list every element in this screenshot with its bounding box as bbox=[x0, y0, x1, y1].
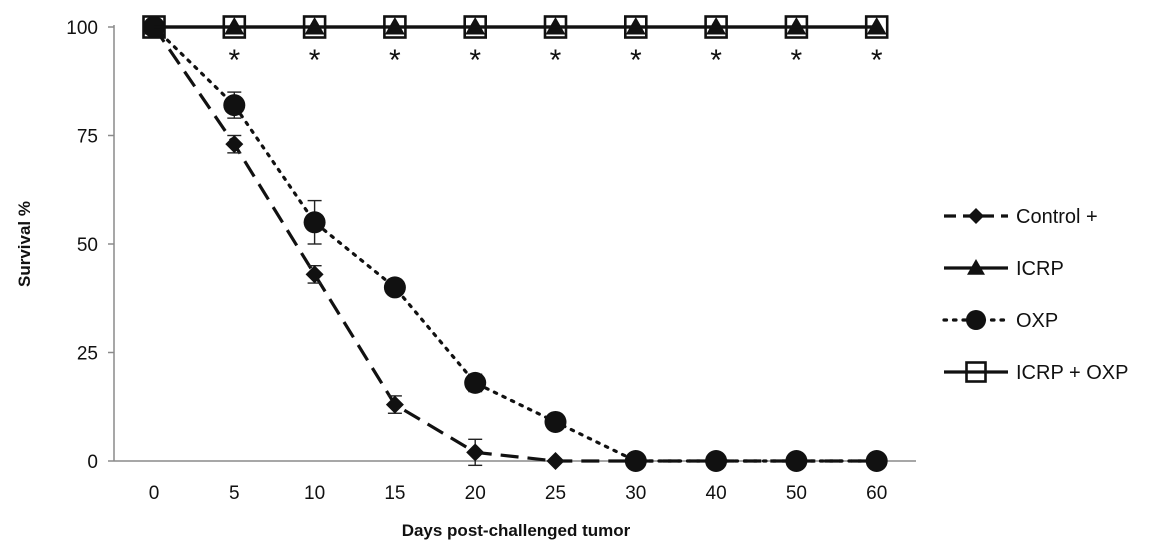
significance-star: * bbox=[871, 44, 883, 77]
legend-label: ICRP + OXP bbox=[1016, 362, 1128, 384]
y-tick-label: 50 bbox=[77, 235, 98, 256]
significance-star: * bbox=[550, 44, 562, 77]
x-tick-label: 20 bbox=[465, 483, 486, 504]
x-tick-label: 10 bbox=[304, 483, 325, 504]
x-tick-label: 5 bbox=[229, 483, 240, 504]
x-axis-title: Days post-challenged tumor bbox=[402, 521, 631, 540]
data-point-square-open bbox=[543, 15, 568, 39]
data-point-square-open bbox=[623, 15, 648, 39]
significance-markers: * * * * * * * * * bbox=[228, 44, 882, 77]
data-point-diamond bbox=[466, 443, 485, 462]
significance-star: * bbox=[309, 44, 321, 77]
legend: Control + ICRP OXP ICRP + OXP bbox=[942, 206, 1128, 384]
data-point-circle bbox=[303, 211, 326, 234]
y-tick-label: 100 bbox=[66, 18, 98, 39]
y-tick-label: 0 bbox=[87, 452, 98, 473]
series-line-oxp bbox=[152, 25, 879, 463]
series-group bbox=[142, 15, 889, 472]
data-point-circle bbox=[865, 450, 888, 472]
data-point-diamond bbox=[225, 135, 244, 154]
x-tick-label: 15 bbox=[384, 483, 405, 504]
data-point-square-open bbox=[864, 15, 889, 39]
legend-label: Control + bbox=[1016, 206, 1098, 228]
y-axis-title: Survival % bbox=[15, 201, 34, 287]
axes: 0 25 50 75 100 0 5 10 15 20 25 30 40 50 60 bbox=[66, 18, 916, 504]
significance-star: * bbox=[228, 44, 240, 77]
x-tick-label: 25 bbox=[545, 483, 566, 504]
legend-marker-diamond bbox=[968, 208, 984, 224]
legend-marker-square-open bbox=[965, 361, 987, 383]
legend-marker-circle bbox=[966, 310, 986, 330]
legend-marker-triangle bbox=[967, 259, 985, 275]
data-point-square-open bbox=[463, 15, 488, 39]
data-point-circle bbox=[785, 450, 808, 472]
significance-star: * bbox=[710, 44, 722, 77]
data-point-diamond bbox=[385, 395, 404, 414]
data-point-square-open bbox=[142, 15, 166, 39]
significance-star: * bbox=[630, 44, 642, 77]
significance-star: * bbox=[469, 44, 481, 77]
x-tick-label: 60 bbox=[866, 483, 887, 504]
data-point-square-open bbox=[383, 15, 407, 39]
x-tick-label: 0 bbox=[149, 483, 160, 504]
data-point-square-open bbox=[222, 15, 247, 39]
significance-star: * bbox=[791, 44, 803, 77]
data-point-square-open bbox=[784, 15, 809, 39]
data-point-square-open bbox=[704, 15, 728, 39]
data-point-circle bbox=[544, 410, 567, 433]
data-point-circle bbox=[464, 371, 487, 394]
x-tick-label: 50 bbox=[786, 483, 807, 504]
data-point-circle bbox=[383, 276, 406, 299]
data-point-diamond bbox=[546, 452, 565, 470]
data-point-circle bbox=[705, 450, 728, 472]
y-tick-label: 25 bbox=[77, 344, 98, 365]
y-tick-label: 75 bbox=[77, 127, 98, 148]
legend-label: ICRP bbox=[1016, 258, 1064, 280]
data-point-diamond bbox=[305, 265, 324, 284]
series-line-control bbox=[152, 26, 877, 463]
data-point-circle bbox=[223, 94, 246, 117]
data-point-square-open bbox=[302, 15, 327, 39]
data-point-circle bbox=[624, 450, 647, 472]
x-tick-label: 40 bbox=[706, 483, 727, 504]
legend-label: OXP bbox=[1016, 310, 1058, 332]
significance-star: * bbox=[389, 44, 401, 77]
x-tick-label: 30 bbox=[625, 483, 646, 504]
